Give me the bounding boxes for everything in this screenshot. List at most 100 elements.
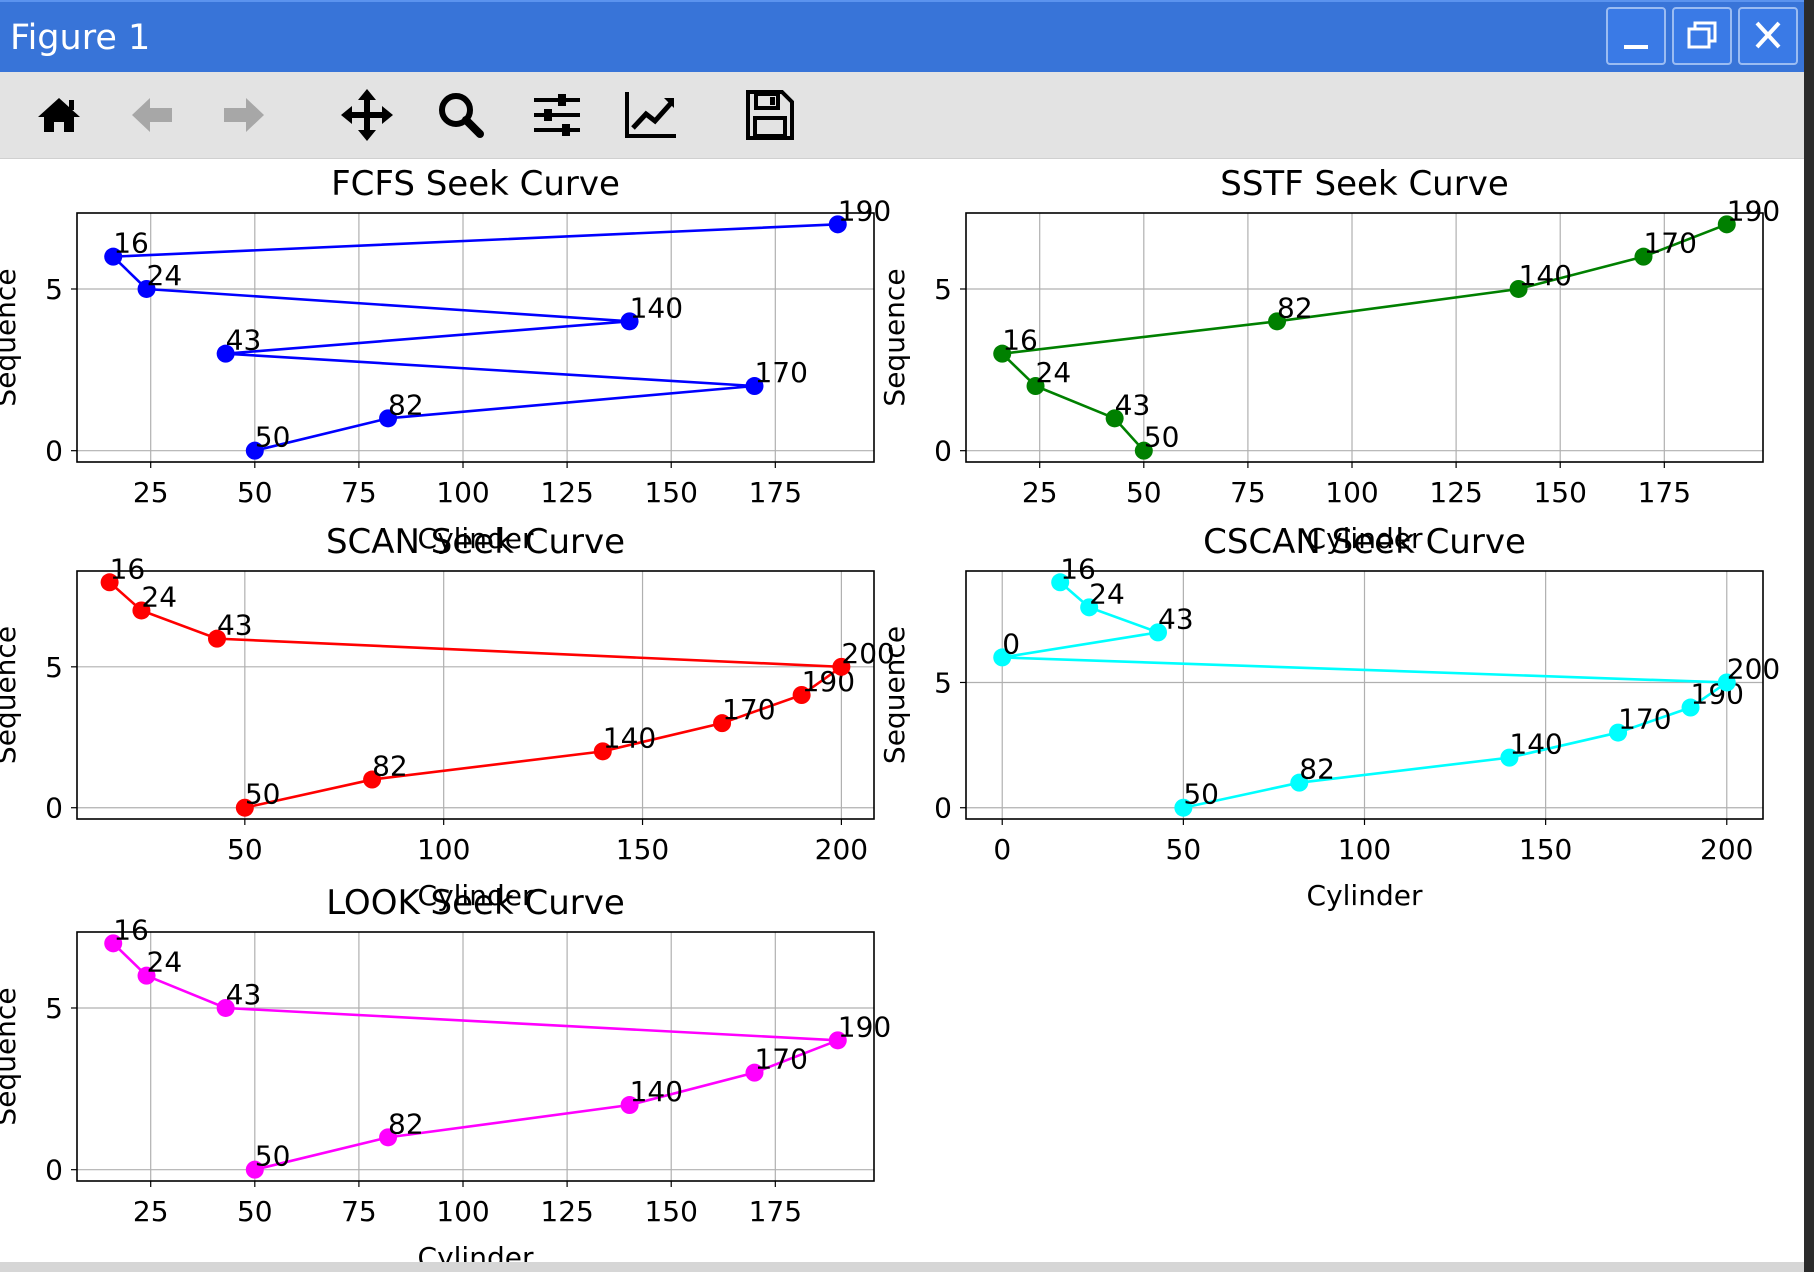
configure-subplots-icon <box>534 94 580 136</box>
data-point <box>379 409 398 428</box>
back-button[interactable] <box>124 86 182 144</box>
y-axis-label: Sequence <box>0 987 22 1125</box>
x-tick-label: 50 <box>1126 476 1162 509</box>
edit-axes-icon <box>625 92 676 138</box>
subplot-3: 50 100 150 200055082140170190200432416SCAN … <box>0 522 895 912</box>
x-tick-label: 175 <box>749 476 802 509</box>
point-label: 140 <box>1519 259 1572 292</box>
point-label: 170 <box>1643 227 1696 260</box>
x-tick-label: 25 <box>133 1195 169 1228</box>
y-tick-label: 0 <box>45 435 63 468</box>
series-line <box>110 223 838 452</box>
x-axis-label: Cylinder <box>418 522 534 555</box>
data-point <box>832 657 851 676</box>
close-button[interactable] <box>1738 7 1798 65</box>
point-label: 200 <box>841 637 894 670</box>
x-tick-label: 50 <box>237 476 273 509</box>
x-tick-label: 175 <box>749 1195 802 1228</box>
data-point <box>1268 312 1287 331</box>
point-label: 16 <box>1060 552 1096 585</box>
x-tick-label: 100 <box>436 476 489 509</box>
forward-arrow-icon <box>224 98 264 132</box>
title-bar[interactable]: Figure 1 <box>0 0 1804 74</box>
x-axis-label: Cylinder <box>1307 879 1423 912</box>
x-tick-label: 150 <box>644 1195 697 1228</box>
point-label: 43 <box>217 609 253 642</box>
zoom-button[interactable] <box>432 86 490 144</box>
data-point <box>1174 798 1193 817</box>
point-label: 170 <box>722 693 775 726</box>
save-button[interactable] <box>740 86 798 144</box>
point-label: 24 <box>1036 356 1072 389</box>
x-tick-label: 200 <box>815 833 868 866</box>
point-label: 170 <box>754 1043 807 1076</box>
home-button[interactable] <box>30 86 88 144</box>
x-tick-label: 100 <box>1325 476 1378 509</box>
maximize-icon <box>1687 21 1717 49</box>
data-point <box>713 714 732 733</box>
point-label: 170 <box>1618 703 1671 736</box>
x-tick-label: 25 <box>133 476 169 509</box>
data-point <box>1717 215 1736 234</box>
x-tick-label: 175 <box>1638 476 1691 509</box>
x-tick-label: 125 <box>1429 476 1482 509</box>
point-label: 16 <box>1002 324 1038 357</box>
data-point <box>363 770 382 789</box>
data-point <box>792 686 811 704</box>
point-label: 190 <box>1727 194 1780 227</box>
point-label: 43 <box>1158 602 1194 635</box>
x-tick-label: 125 <box>540 1195 593 1228</box>
data-point <box>1290 773 1309 792</box>
point-label: 170 <box>754 356 807 389</box>
navigation-toolbar <box>0 72 1804 159</box>
data-point <box>132 601 151 620</box>
x-tick-label: 100 <box>1338 833 1391 866</box>
data-point <box>137 966 156 985</box>
subplot-title: CSCAN Seek Curve <box>1203 522 1526 562</box>
data-point <box>1717 673 1736 692</box>
pan-button[interactable] <box>338 86 396 144</box>
point-label: 50 <box>245 778 281 811</box>
y-axis-label: Sequence <box>878 626 911 764</box>
point-label: 140 <box>1509 728 1562 761</box>
minimize-button[interactable] <box>1606 7 1666 65</box>
data-point <box>1634 247 1653 266</box>
subplot-2: 25 50 75 100 125 150 175055043241682140170190S… <box>878 164 1780 555</box>
point-label: 200 <box>1727 652 1780 685</box>
point-label: 0 <box>1002 627 1020 660</box>
data-point <box>828 215 847 234</box>
x-tick-label: 100 <box>417 833 470 866</box>
x-tick-label: 25 <box>1022 476 1058 509</box>
point-label: 50 <box>1183 778 1219 811</box>
subplot-title: SCAN Seek Curve <box>326 522 625 562</box>
data-point <box>1080 598 1099 617</box>
data-point <box>620 1096 639 1115</box>
data-point <box>1149 623 1168 642</box>
y-axis-label: Sequence <box>0 268 22 406</box>
x-tick-label: 150 <box>644 476 697 509</box>
data-point <box>207 629 226 648</box>
subplot-title: LOOK Seek Curve <box>326 883 625 923</box>
data-point <box>745 1063 764 1082</box>
x-tick-label: 50 <box>1166 833 1202 866</box>
configure-subplots-button[interactable] <box>528 86 586 144</box>
axes-frame <box>965 570 1764 820</box>
y-axis-label: Sequence <box>0 626 22 764</box>
y-tick-label: 0 <box>45 1154 63 1187</box>
data-point <box>1681 698 1700 717</box>
figure-canvas[interactable]: 25 50 75 100 125 150 175055082170431402416190F… <box>0 158 1804 1262</box>
y-tick-label: 0 <box>934 435 952 468</box>
data-point <box>1026 377 1045 396</box>
maximize-button[interactable] <box>1672 7 1732 65</box>
x-axis-label: Cylinder <box>418 1241 534 1262</box>
subplot-title: SSTF Seek Curve <box>1220 164 1509 204</box>
point-label: 82 <box>388 388 424 421</box>
forward-button[interactable] <box>214 86 272 144</box>
point-label: 50 <box>1144 421 1180 454</box>
x-tick-label: 150 <box>1533 476 1586 509</box>
edit-axes-button[interactable] <box>622 86 680 144</box>
point-label: 16 <box>113 913 149 946</box>
